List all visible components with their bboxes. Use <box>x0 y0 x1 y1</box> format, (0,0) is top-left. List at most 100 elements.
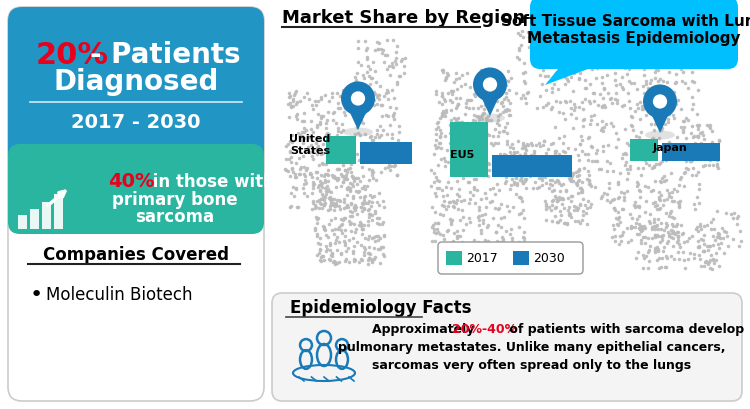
Point <box>509 168 520 174</box>
Point <box>524 164 536 171</box>
Point <box>325 206 337 213</box>
Point <box>504 186 516 193</box>
Point <box>464 85 476 92</box>
Point <box>655 220 667 227</box>
Point <box>298 140 310 146</box>
Point <box>322 110 334 116</box>
Point <box>538 166 550 173</box>
Point <box>560 172 572 179</box>
Point <box>358 193 370 200</box>
Point <box>553 135 565 142</box>
Point <box>658 178 670 185</box>
FancyBboxPatch shape <box>272 293 742 401</box>
Point <box>588 90 600 97</box>
Point <box>533 143 545 150</box>
Point <box>327 151 339 157</box>
Point <box>574 141 586 148</box>
Point <box>618 197 630 204</box>
Point <box>629 108 641 115</box>
Point <box>337 88 349 94</box>
Point <box>670 229 682 236</box>
Point <box>398 64 410 70</box>
Point <box>470 90 482 97</box>
Point <box>438 155 450 162</box>
Point <box>305 143 317 149</box>
Point <box>654 205 666 211</box>
Point <box>352 46 364 52</box>
Point <box>550 99 562 105</box>
Point <box>543 204 555 210</box>
Point <box>476 115 488 121</box>
Point <box>639 209 651 216</box>
Point <box>433 128 445 135</box>
Point <box>614 81 626 88</box>
Point <box>611 216 623 223</box>
Point <box>453 169 465 175</box>
Point <box>728 210 740 217</box>
Point <box>649 154 661 160</box>
Point <box>563 212 575 218</box>
Point <box>323 132 335 138</box>
Point <box>701 243 713 249</box>
Point <box>484 187 496 193</box>
Point <box>667 157 679 163</box>
Point <box>543 35 555 42</box>
Bar <box>446 252 462 265</box>
Point <box>644 146 656 153</box>
Point <box>450 96 462 102</box>
Point <box>350 188 362 194</box>
Point <box>630 38 642 45</box>
Point <box>379 233 391 240</box>
Point <box>319 180 331 186</box>
Point <box>652 233 664 240</box>
Point <box>428 151 440 157</box>
Point <box>372 143 384 149</box>
Point <box>358 244 370 251</box>
Point <box>677 118 689 125</box>
Point <box>571 183 583 189</box>
Point <box>364 256 376 263</box>
Point <box>559 99 571 106</box>
Point <box>568 107 580 114</box>
Point <box>496 234 508 241</box>
Point <box>450 144 462 151</box>
Point <box>516 245 528 252</box>
Point <box>579 151 591 157</box>
Point <box>686 145 698 151</box>
Point <box>554 152 566 158</box>
Point <box>650 223 662 229</box>
Point <box>375 47 387 54</box>
Point <box>626 225 638 231</box>
Point <box>354 120 366 126</box>
Point <box>361 183 373 189</box>
Point <box>579 97 591 103</box>
Point <box>678 124 690 130</box>
Point <box>637 227 649 234</box>
Point <box>364 134 376 140</box>
Point <box>359 132 371 138</box>
Point <box>511 167 523 173</box>
Point <box>438 204 450 210</box>
Point <box>712 230 724 236</box>
Point <box>283 90 295 97</box>
Point <box>535 175 547 182</box>
Point <box>679 28 691 34</box>
Point <box>328 196 340 203</box>
Point <box>693 252 705 259</box>
Point <box>590 47 602 54</box>
Point <box>629 200 641 206</box>
Point <box>629 32 641 39</box>
Point <box>356 258 368 264</box>
Point <box>566 193 578 200</box>
Point <box>319 201 331 207</box>
Point <box>439 133 451 139</box>
Point <box>527 148 539 155</box>
Point <box>596 126 608 132</box>
Point <box>288 193 300 200</box>
Point <box>500 174 512 181</box>
Point <box>295 164 307 171</box>
Point <box>331 234 343 240</box>
Point <box>328 144 340 151</box>
Point <box>316 191 328 198</box>
Point <box>711 208 723 215</box>
